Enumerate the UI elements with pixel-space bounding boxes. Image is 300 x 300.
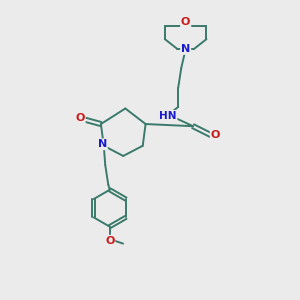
Text: N: N	[98, 139, 107, 149]
Text: N: N	[181, 44, 190, 54]
Text: HN: HN	[159, 111, 177, 121]
Text: O: O	[181, 17, 190, 27]
Text: O: O	[105, 236, 114, 246]
Text: O: O	[75, 113, 85, 123]
Text: O: O	[211, 130, 220, 140]
